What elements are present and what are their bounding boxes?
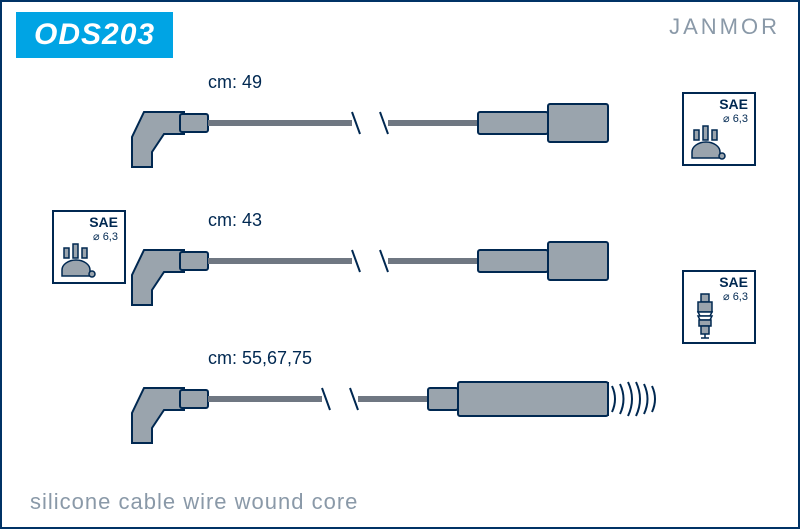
page: ODS203 JANMOR cm: 49 cm: 43	[0, 0, 800, 529]
spark-plug-icon	[690, 292, 720, 340]
sae-title: SAE	[719, 96, 748, 112]
cable-row	[122, 230, 652, 330]
sae-title: SAE	[719, 274, 748, 290]
distributor-cap-icon	[56, 240, 98, 280]
sae-box: SAE ⌀ 6,3	[682, 92, 756, 166]
distributor-cap-icon	[686, 122, 728, 162]
footer-text: silicone cable wire wound core	[30, 489, 358, 515]
cable-row	[122, 368, 682, 468]
sae-box: SAE ⌀ 6,3	[682, 270, 756, 344]
part-number-badge: ODS203	[16, 12, 173, 58]
part-number-text: ODS203	[34, 18, 155, 51]
sae-title: SAE	[89, 214, 118, 230]
cable-row	[122, 92, 652, 192]
brand-text: JANMOR	[669, 14, 780, 40]
sae-box: SAE ⌀ 6,3	[52, 210, 126, 284]
cable-length-label: cm: 49	[208, 72, 262, 93]
cable-length-label: cm: 43	[208, 210, 262, 231]
sae-diameter: ⌀ 6,3	[723, 290, 748, 303]
cable-length-label: cm: 55,67,75	[208, 348, 312, 369]
